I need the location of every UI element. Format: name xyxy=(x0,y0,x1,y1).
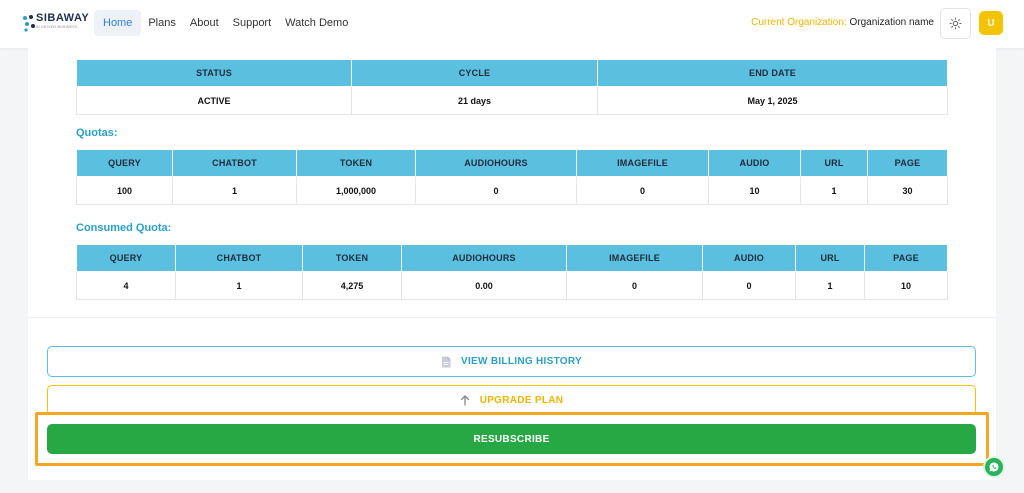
nav-about[interactable]: About xyxy=(189,17,219,29)
quota-header-chatbot: CHATBOT xyxy=(172,149,297,177)
quota-url: 1 xyxy=(800,176,868,205)
nav-plans[interactable]: Plans xyxy=(148,17,176,29)
subscription-table: STATUS CYCLE END DATE ACTIVE 21 days May… xyxy=(76,59,948,115)
quota-audio: 10 xyxy=(708,176,801,205)
top-header: SIBAWAY AI DRIVEN BUSINESS Home Plans Ab… xyxy=(0,0,1024,48)
consumed-header-token: TOKEN xyxy=(302,244,402,272)
table-header-row: QUERY CHATBOT TOKEN AUDIOHOURS IMAGEFILE… xyxy=(76,244,948,272)
header-end-date: END DATE xyxy=(597,59,948,87)
whatsapp-chat-button[interactable] xyxy=(983,456,1005,478)
consumed-header-imagefile: IMAGEFILE xyxy=(566,244,703,272)
quota-header-page: PAGE xyxy=(867,149,948,177)
quota-header-token: TOKEN xyxy=(296,149,416,177)
consumed-header-audiohours: AUDIOHOURS xyxy=(401,244,567,272)
consumed-token: 4,275 xyxy=(302,271,402,300)
consumed-header-page: PAGE xyxy=(864,244,948,272)
arrow-up-icon xyxy=(460,394,469,406)
upgrade-plan-button[interactable]: UPGRADE PLAN xyxy=(47,385,976,415)
status-value: ACTIVE xyxy=(76,86,352,115)
consumed-chatbot: 1 xyxy=(175,271,303,300)
consumed-url: 1 xyxy=(795,271,865,300)
subscription-card: STATUS CYCLE END DATE ACTIVE 21 days May… xyxy=(28,48,996,480)
end-date-value: May 1, 2025 xyxy=(597,86,948,115)
logo-mark-icon xyxy=(23,15,35,32)
table-header-row: QUERY CHATBOT TOKEN AUDIOHOURS IMAGEFILE… xyxy=(76,149,948,177)
consumed-quota-table: QUERY CHATBOT TOKEN AUDIOHOURS IMAGEFILE… xyxy=(76,244,948,300)
quota-imagefile: 0 xyxy=(576,176,709,205)
quota-page: 30 xyxy=(867,176,948,205)
quota-token: 1,000,000 xyxy=(296,176,416,205)
quota-audiohours: 0 xyxy=(415,176,577,205)
org-name: Organization name xyxy=(849,17,935,28)
resubscribe-label: RESUBSCRIBE xyxy=(473,433,550,445)
quota-header-audio: AUDIO xyxy=(708,149,801,177)
quota-header-url: URL xyxy=(800,149,868,177)
table-header-row: STATUS CYCLE END DATE xyxy=(76,59,948,87)
billing-label: VIEW BILLING HISTORY xyxy=(460,356,582,367)
quota-header-imagefile: IMAGEFILE xyxy=(576,149,709,177)
consumed-audio: 0 xyxy=(702,271,796,300)
quotas-title: Quotas: xyxy=(76,127,118,139)
consumed-header-url: URL xyxy=(795,244,865,272)
org-label: Current Organization: xyxy=(751,17,847,28)
cycle-value: 21 days xyxy=(351,86,598,115)
quota-header-query: QUERY xyxy=(76,149,173,177)
consumed-query: 4 xyxy=(76,271,176,300)
user-avatar[interactable]: U xyxy=(979,11,1003,35)
nav-support[interactable]: Support xyxy=(232,17,272,29)
sun-icon xyxy=(949,17,962,30)
consumed-imagefile: 0 xyxy=(566,271,703,300)
logo-text: SIBAWAY xyxy=(36,12,90,24)
view-billing-history-button[interactable]: VIEW BILLING HISTORY xyxy=(47,346,976,377)
table-row: 4 1 4,275 0.00 0 0 1 10 xyxy=(76,271,948,300)
theme-toggle-button[interactable] xyxy=(940,8,971,39)
nav-watch-demo[interactable]: Watch Demo xyxy=(285,17,349,29)
quota-header-audiohours: AUDIOHOURS xyxy=(415,149,577,177)
resubscribe-button[interactable]: RESUBSCRIBE xyxy=(47,424,976,454)
consumed-header-chatbot: CHATBOT xyxy=(175,244,303,272)
quotas-table: QUERY CHATBOT TOKEN AUDIOHOURS IMAGEFILE… xyxy=(76,149,948,205)
section-divider xyxy=(28,317,996,318)
logo-subtitle: AI DRIVEN BUSINESS xyxy=(36,25,78,29)
header-cycle: CYCLE xyxy=(351,59,598,87)
current-organization: Current Organization: Organization name xyxy=(751,17,934,28)
upgrade-label: UPGRADE PLAN xyxy=(479,394,564,406)
consumed-header-query: QUERY xyxy=(76,244,176,272)
consumed-page: 10 xyxy=(864,271,948,300)
nav-home[interactable]: Home xyxy=(94,10,142,36)
document-icon xyxy=(441,356,451,367)
quota-query: 100 xyxy=(76,176,173,205)
consumed-audiohours: 0.00 xyxy=(401,271,567,300)
whatsapp-icon xyxy=(989,462,999,472)
main-nav: Home Plans About Support Watch Demo xyxy=(94,10,355,36)
consumed-quota-title: Consumed Quota: xyxy=(76,222,172,234)
header-status: STATUS xyxy=(76,59,352,87)
sibaway-logo[interactable]: SIBAWAY AI DRIVEN BUSINESS xyxy=(22,10,92,38)
quota-chatbot: 1 xyxy=(172,176,297,205)
table-row: ACTIVE 21 days May 1, 2025 xyxy=(76,86,948,115)
consumed-header-audio: AUDIO xyxy=(702,244,796,272)
table-row: 100 1 1,000,000 0 0 10 1 30 xyxy=(76,176,948,205)
